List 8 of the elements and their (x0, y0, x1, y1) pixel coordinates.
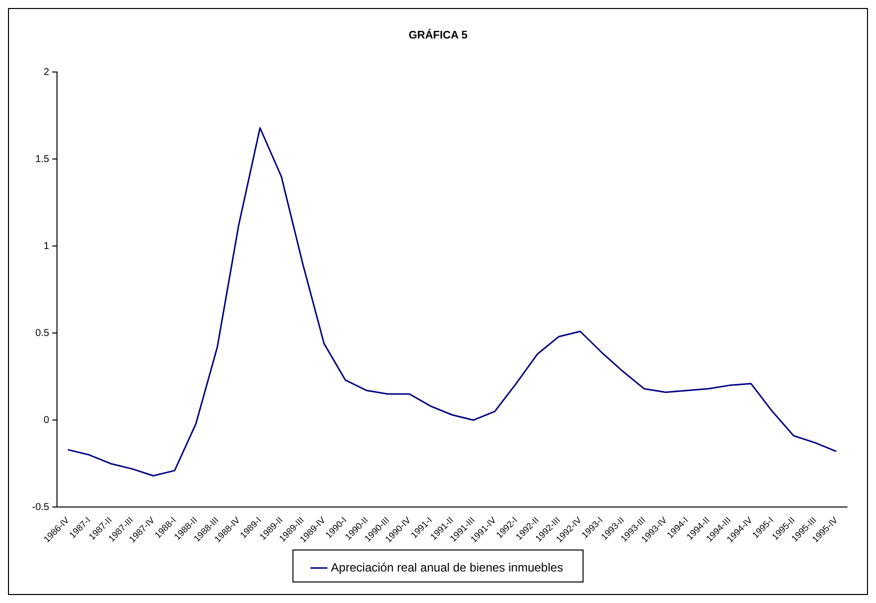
legend-label: Apreciación real anual de bienes inmuebles (330, 560, 564, 574)
y-tick-label: 0.5 (35, 328, 50, 339)
y-tick-label: 1.5 (35, 154, 50, 165)
y-tick-label: -0.5 (32, 502, 50, 513)
y-tick-label: 1 (44, 240, 50, 252)
y-tick-label: 2 (44, 66, 50, 78)
y-tick-label: 0 (44, 414, 50, 426)
chart-title: GRÁFICA 5 (408, 28, 468, 42)
